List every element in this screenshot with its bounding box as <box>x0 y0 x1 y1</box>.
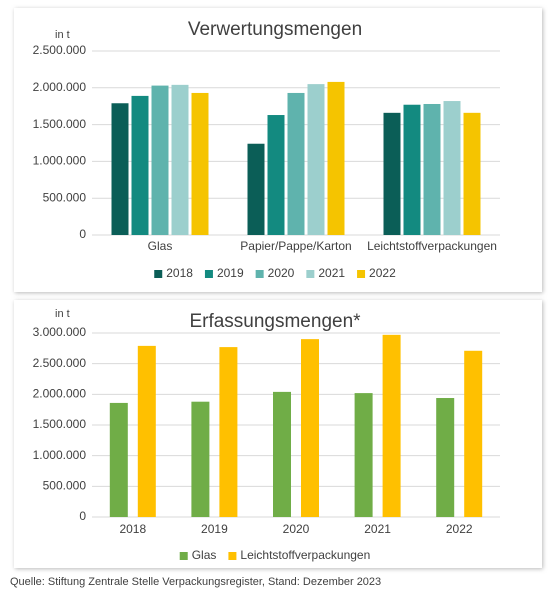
bar <box>464 350 483 517</box>
legend-swatch <box>228 552 237 560</box>
y-axis-label: in t <box>55 308 70 320</box>
legend-label: 2019 <box>217 266 244 280</box>
bar <box>191 92 209 236</box>
chart-title: Erfassungsmengen* <box>189 311 361 332</box>
bar <box>443 101 461 235</box>
y-tick-label: 0 <box>79 509 86 523</box>
bar <box>111 103 129 235</box>
bar <box>423 103 441 235</box>
bar <box>382 334 401 517</box>
bar <box>273 391 291 517</box>
bar <box>219 347 238 517</box>
bar <box>109 402 128 517</box>
legend-label: 2018 <box>166 266 193 280</box>
y-tick-label: 500.000 <box>43 479 87 493</box>
y-tick-label: 2.000.000 <box>33 387 87 401</box>
legend-label: 2021 <box>318 266 345 280</box>
bar <box>354 393 373 517</box>
x-tick-label: 2021 <box>364 522 391 536</box>
legend-swatch <box>306 270 315 278</box>
bar <box>301 339 319 517</box>
legend-label: 2020 <box>268 266 295 280</box>
bar <box>191 401 210 517</box>
y-tick-label: 1.000.000 <box>33 448 87 462</box>
legend-swatch <box>255 270 264 278</box>
x-tick-label: Leichtstoffverpackungen <box>367 239 497 253</box>
legend-swatch <box>357 270 366 278</box>
bar <box>436 398 455 517</box>
legend-swatch <box>204 270 213 278</box>
legend-label: 2022 <box>369 266 396 280</box>
y-tick-label: 1.000.000 <box>33 154 87 168</box>
bar <box>463 112 481 235</box>
source-note: Quelle: Stiftung Zentrale Stelle Verpack… <box>10 576 381 588</box>
bar <box>131 95 149 235</box>
y-axis-label: in t <box>55 29 70 41</box>
x-tick-label: 2019 <box>201 522 228 536</box>
bar <box>137 345 156 517</box>
x-tick-label: 2018 <box>119 522 146 536</box>
bar <box>171 84 189 235</box>
x-tick-label: Papier/Pappe/Karton <box>240 239 351 253</box>
legend-swatch <box>154 270 163 278</box>
x-tick-label: 2020 <box>283 522 310 536</box>
chart-title: Verwertungsmengen <box>188 19 362 40</box>
y-tick-label: 1.500.000 <box>33 417 87 431</box>
legend-swatch <box>179 552 188 560</box>
x-tick-label: Glas <box>148 239 173 253</box>
bar <box>327 81 345 235</box>
y-tick-label: 3.000.000 <box>33 325 87 339</box>
y-tick-label: 2.500.000 <box>33 43 87 57</box>
bar <box>287 92 305 236</box>
y-tick-label: 2.500.000 <box>33 356 87 370</box>
bar <box>403 104 421 235</box>
y-tick-label: 0 <box>79 227 86 241</box>
x-tick-label: 2022 <box>446 522 473 536</box>
bar <box>383 112 401 235</box>
bar <box>267 115 285 235</box>
y-tick-label: 1.500.000 <box>33 117 87 131</box>
bar <box>247 143 265 235</box>
legend-label: Glas <box>192 548 217 562</box>
legend-label: Leichtstoffverpackungen <box>240 548 370 562</box>
bar <box>307 84 325 236</box>
bar <box>151 85 169 235</box>
y-tick-label: 2.000.000 <box>33 80 87 94</box>
y-tick-label: 500.000 <box>43 190 87 204</box>
